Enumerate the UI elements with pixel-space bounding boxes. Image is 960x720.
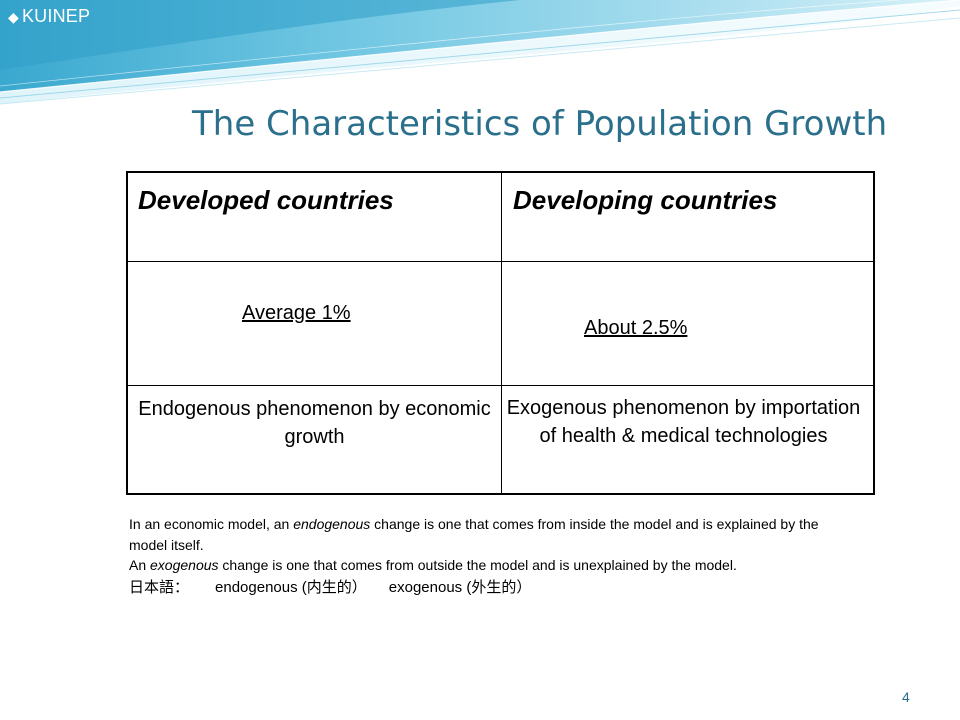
page-number: 4 [902, 689, 910, 705]
japanese-label: 日本語： [129, 577, 190, 596]
endogenous-definition: In an economic model, an endogenous chan… [129, 514, 819, 555]
japanese-translation-line: 日本語： endogenous (内生的） exogenous (外生的） [129, 577, 819, 599]
brand-logo: ◆ KUINEP [8, 6, 90, 27]
exogenous-japanese: exogenous (外生的） [388, 578, 532, 596]
growth-rate-developing: About 2.5% [584, 316, 688, 339]
table-row-cause: Endogenous phenomenon by economic growth… [126, 384, 875, 494]
text-segment: change is one that comes from inside the… [129, 516, 819, 553]
comparison-table: Developed countries Developing countries… [126, 171, 875, 495]
definition-notes: In an economic model, an endogenous chan… [129, 514, 819, 598]
cell-developing-cause: Exogenous phenomenon by importation of h… [501, 384, 875, 494]
cause-developed: Endogenous phenomenon by economic growth [138, 397, 491, 448]
cause-developing: Exogenous phenomenon by importation of h… [506, 396, 861, 447]
header-developed: Developed countries [126, 171, 502, 262]
cell-developing-growth: About 2.5% [501, 260, 875, 386]
term-endogenous: endogenous [293, 516, 371, 532]
endogenous-japanese: endogenous (内生的） [215, 578, 367, 596]
table-row-growth-rate: Average 1% About 2.5% [126, 260, 875, 386]
text-segment: change is one that comes from outside th… [218, 557, 737, 573]
text-segment: An [129, 557, 151, 573]
diamond-icon: ◆ [8, 8, 19, 25]
text-segment: In an economic model, an [129, 516, 294, 532]
cell-developed-cause: Endogenous phenomenon by economic growth [126, 384, 502, 494]
table-header-row: Developed countries Developing countries [126, 171, 875, 262]
growth-rate-developed: Average 1% [242, 301, 351, 324]
term-exogenous: exogenous [150, 557, 219, 573]
cell-developed-growth: Average 1% [126, 260, 502, 386]
brand-name: KUINEP [21, 6, 91, 26]
slide-title: The Characteristics of Population Growth [192, 104, 888, 144]
header-swoosh-decoration [0, 0, 960, 105]
header-developing: Developing countries [501, 171, 875, 262]
exogenous-definition: An exogenous change is one that comes fr… [129, 555, 819, 576]
